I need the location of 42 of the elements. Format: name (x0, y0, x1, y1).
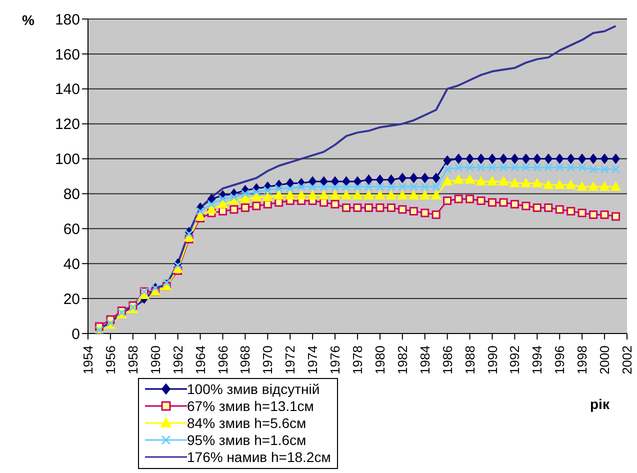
x-tick-label: 1972 (282, 346, 298, 374)
x-tick-label: 1962 (170, 346, 186, 374)
x-tick-label: 1994 (530, 346, 545, 374)
x-tick-label: 1974 (305, 346, 320, 374)
x-tick-label: 1958 (125, 346, 140, 374)
x-tick-label: 2002 (620, 346, 634, 374)
x-tick-label: 1960 (148, 346, 163, 374)
x-tick-label: 1978 (350, 346, 365, 374)
x-tick-label: 1976 (328, 346, 343, 374)
legend-label: 67% змив h=13.1см (187, 398, 314, 414)
x-tick-label: 1954 (80, 346, 96, 374)
legend-label: 100% змив відсутній (187, 380, 320, 398)
x-tick-label: 1966 (215, 346, 230, 374)
x-tick-label: 1964 (192, 346, 208, 374)
y-tick-label: 120 (54, 116, 80, 134)
x-tick-label: 1968 (238, 346, 253, 374)
x-tick-label: 1980 (372, 346, 388, 374)
x-tick-label: 1986 (440, 346, 455, 374)
x-tick-label: 1992 (507, 346, 522, 374)
legend-label: 176% намив h=18.2см (187, 448, 331, 466)
x-tick-label: 1984 (417, 346, 432, 374)
y-axis-title: % (22, 12, 34, 28)
legend-label: 95% змив h=1.6см (187, 432, 306, 448)
y-tick-label: 40 (63, 256, 80, 273)
x-tick-label: 1998 (574, 346, 590, 374)
y-tick-label: 160 (54, 46, 80, 64)
legend-label: 84% змив h=5.6см (187, 414, 306, 432)
y-tick-label: 60 (63, 220, 80, 238)
x-tick-label: 1996 (552, 346, 568, 374)
x-tick-label: 1970 (260, 346, 276, 374)
y-tick-label: 0 (72, 326, 80, 343)
x-tick-label: 1988 (462, 346, 478, 374)
x-tick-label: 1956 (102, 346, 118, 374)
y-tick-label: 140 (54, 81, 80, 98)
y-tick-label: 20 (63, 290, 80, 308)
x-tick-label: 1982 (394, 346, 410, 374)
x-tick-label: 1990 (484, 346, 500, 374)
x-axis-title: рік (590, 396, 610, 412)
y-tick-label: 180 (54, 11, 80, 28)
y-tick-label: 100 (54, 151, 80, 168)
x-tick-label: 2000 (597, 346, 612, 374)
y-tick-label: 80 (63, 186, 80, 204)
